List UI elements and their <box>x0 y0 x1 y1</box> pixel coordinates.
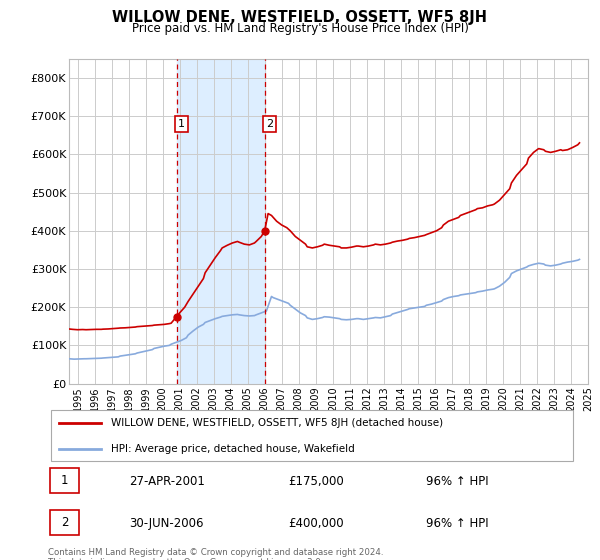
Text: Contains HM Land Registry data © Crown copyright and database right 2024.
This d: Contains HM Land Registry data © Crown c… <box>48 548 383 560</box>
Text: Price paid vs. HM Land Registry's House Price Index (HPI): Price paid vs. HM Land Registry's House … <box>131 22 469 35</box>
Text: 30-JUN-2006: 30-JUN-2006 <box>129 517 203 530</box>
Text: WILLOW DENE, WESTFIELD, OSSETT, WF5 8JH (detached house): WILLOW DENE, WESTFIELD, OSSETT, WF5 8JH … <box>112 418 443 428</box>
FancyBboxPatch shape <box>50 510 79 535</box>
Text: £400,000: £400,000 <box>288 517 344 530</box>
Text: HPI: Average price, detached house, Wakefield: HPI: Average price, detached house, Wake… <box>112 444 355 454</box>
Text: 96% ↑ HPI: 96% ↑ HPI <box>426 517 488 530</box>
Bar <box>176 59 265 384</box>
Text: 1: 1 <box>178 119 185 129</box>
Text: WILLOW DENE, WESTFIELD, OSSETT, WF5 8JH: WILLOW DENE, WESTFIELD, OSSETT, WF5 8JH <box>113 10 487 25</box>
Text: 2: 2 <box>266 119 274 129</box>
Text: 96% ↑ HPI: 96% ↑ HPI <box>426 475 488 488</box>
FancyBboxPatch shape <box>50 468 79 493</box>
FancyBboxPatch shape <box>50 410 574 461</box>
Text: 2: 2 <box>61 516 68 529</box>
Text: £175,000: £175,000 <box>288 475 344 488</box>
Text: 1: 1 <box>61 474 68 487</box>
Text: 27-APR-2001: 27-APR-2001 <box>129 475 205 488</box>
